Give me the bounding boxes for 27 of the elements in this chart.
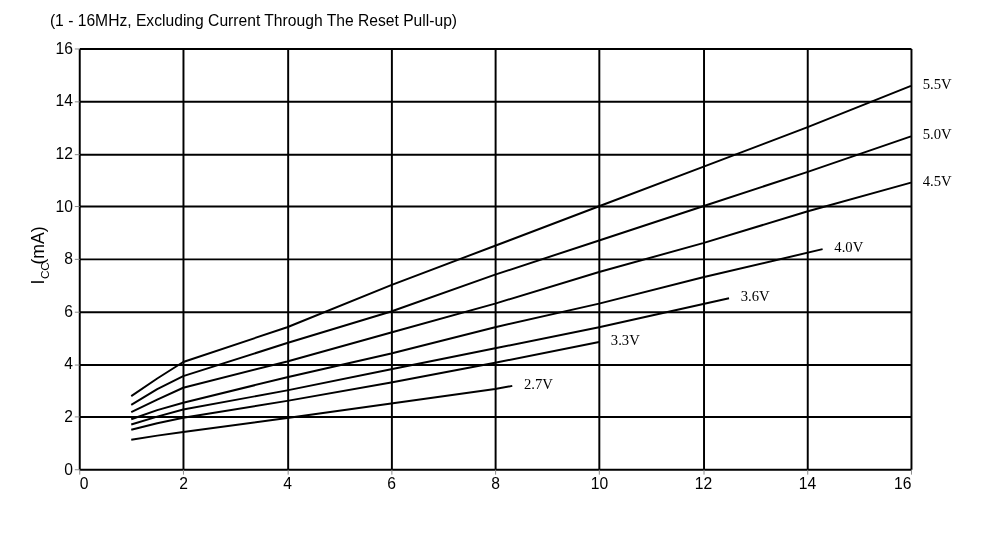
y-tick-label: 4 <box>64 355 74 373</box>
x-tick-label: 16 <box>894 475 912 493</box>
y-axis-title: ICC(mA) <box>28 226 51 285</box>
x-tick-label: 10 <box>590 475 609 493</box>
series-label: 2.7V <box>524 375 554 392</box>
series-label: 3.6V <box>740 288 771 305</box>
x-tick-label: 0 <box>79 475 89 493</box>
y-tick-label: 12 <box>55 145 73 163</box>
x-tick-label: 6 <box>387 475 397 493</box>
series-label: 4.0V <box>834 239 864 256</box>
y-tick-label: 8 <box>64 250 74 268</box>
y-tick-label: 14 <box>55 92 74 110</box>
x-tick-label: 8 <box>491 475 501 493</box>
x-tick-label: 14 <box>798 475 817 493</box>
series-label: 5.0V <box>922 126 953 143</box>
x-tick-label: 2 <box>179 475 189 493</box>
y-tick-label: 0 <box>64 460 74 478</box>
series-label: 5.5V <box>922 75 953 92</box>
x-tick-label: 12 <box>694 475 713 493</box>
series-label: 4.5V <box>922 172 953 189</box>
x-tick-label: 4 <box>283 475 293 493</box>
y-tick-label: 10 <box>55 197 74 215</box>
series-label: 3.3V <box>610 331 641 348</box>
chart-title: (1 - 16MHz, Excluding Current Through The Reset Pull-up) <box>49 12 458 29</box>
y-tick-label: 2 <box>64 408 73 426</box>
y-tick-label: 16 <box>55 39 74 57</box>
y-tick-label: 6 <box>64 302 74 320</box>
